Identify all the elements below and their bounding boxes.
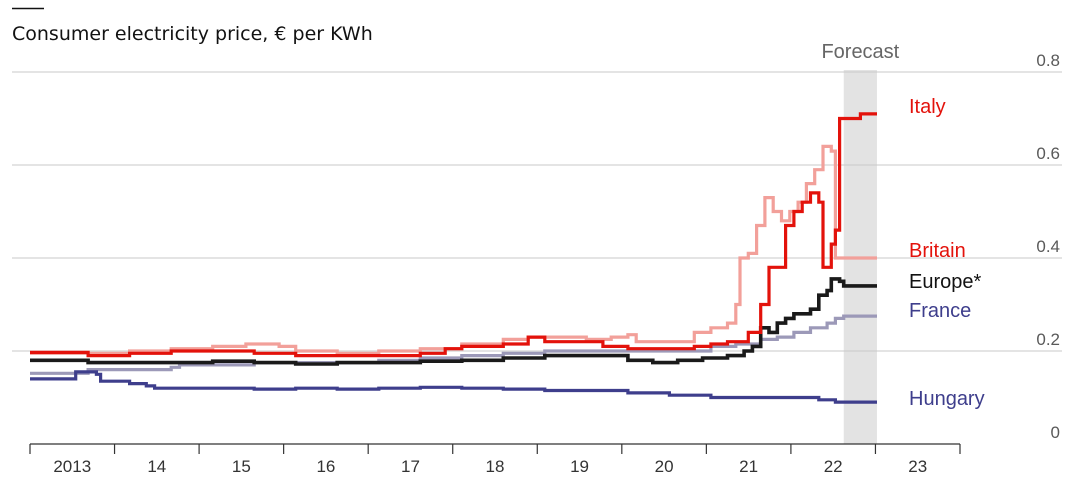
series-line-france xyxy=(30,314,877,375)
y-axis-ticks: 0 0.2 0.4 0.6 0.8 xyxy=(1036,51,1060,442)
series-label-britain: Britain xyxy=(909,240,966,262)
series-label-europe: Europe* xyxy=(909,271,981,293)
y-tick-label: 0.2 xyxy=(1036,330,1060,349)
x-tick-label: 22 xyxy=(824,457,843,476)
series-label-hungary: Hungary xyxy=(909,388,985,410)
y-tick-label: 0.4 xyxy=(1036,237,1060,256)
x-tick-label: 18 xyxy=(486,457,505,476)
x-tick-label: 15 xyxy=(232,457,251,476)
x-tick-label: 14 xyxy=(147,457,166,476)
series-line-italy xyxy=(30,112,877,358)
series-line-europe xyxy=(30,277,877,366)
y-tick-label: 0 xyxy=(1051,423,1060,442)
series-label-italy: Italy xyxy=(909,96,946,118)
y-tick-label: 0.8 xyxy=(1036,51,1060,70)
series-line-britain xyxy=(30,144,877,355)
y-tick-label: 0.6 xyxy=(1036,144,1060,163)
series-line-hungary xyxy=(30,370,877,404)
x-tick-label: 23 xyxy=(908,457,927,476)
forecast-label: Forecast xyxy=(821,41,899,63)
gridlines xyxy=(12,71,1062,352)
x-tick-label: 21 xyxy=(739,457,758,476)
x-tick-label: 19 xyxy=(570,457,589,476)
series-lines xyxy=(30,112,877,404)
series-label-france: France xyxy=(909,300,971,322)
x-tick-label: 2013 xyxy=(53,457,91,476)
x-tick-label: 17 xyxy=(401,457,420,476)
x-tick-label: 20 xyxy=(655,457,674,476)
x-axis-ticks: 2013 14 15 16 17 18 19 20 21 22 23 xyxy=(29,444,961,476)
chart-title: Consumer electricity price, € per KWh xyxy=(12,23,373,45)
x-tick-label: 16 xyxy=(316,457,335,476)
series-labels: Britain Italy Europe* France Hungary xyxy=(909,96,985,410)
